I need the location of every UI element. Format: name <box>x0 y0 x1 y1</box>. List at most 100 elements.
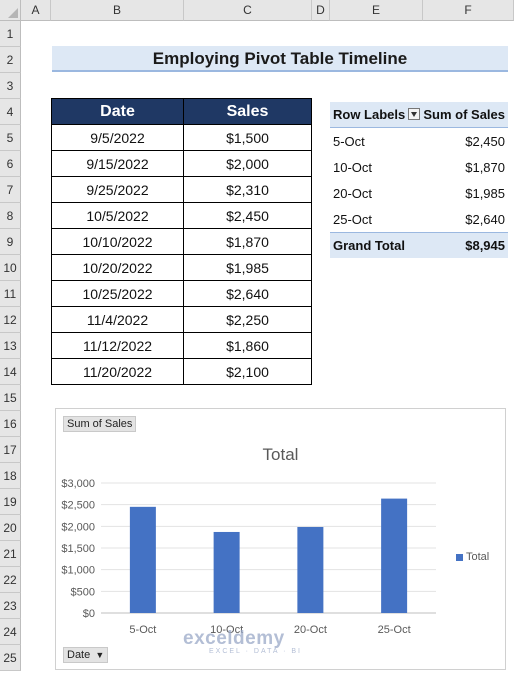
row-header[interactable]: 1 <box>0 21 21 47</box>
y-tick-label: $2,000 <box>61 521 95 533</box>
row-header[interactable]: 4 <box>0 99 21 125</box>
sales-cell[interactable]: $2,000 <box>183 150 312 177</box>
pivot-row[interactable]: 20-Oct $1,985 <box>330 180 508 206</box>
sum-of-sales-field-button[interactable]: Sum of Sales <box>63 416 137 432</box>
date-cell[interactable]: 10/10/2022 <box>51 228 184 255</box>
row-header[interactable]: 17 <box>0 437 21 463</box>
date-field-label: Date <box>67 649 91 661</box>
pivot-row-value: $2,450 <box>465 134 505 149</box>
row-header[interactable]: 19 <box>0 489 21 515</box>
row-header[interactable]: 9 <box>0 229 21 255</box>
pivot-header-row: Row Labels Sum of Sales <box>330 102 508 128</box>
date-cell[interactable]: 11/20/2022 <box>51 358 184 385</box>
row-header[interactable]: 20 <box>0 515 21 541</box>
row-header[interactable]: 21 <box>0 541 21 567</box>
pivot-row-value: $2,640 <box>465 212 505 227</box>
sales-cell[interactable]: $1,860 <box>183 332 312 359</box>
y-tick-label: $1,000 <box>61 565 95 577</box>
bar[interactable] <box>129 506 156 613</box>
legend-label: Total <box>466 551 490 563</box>
row-header[interactable]: 5 <box>0 125 21 151</box>
watermark: exceldemy EXCEL · DATA · BI <box>183 628 302 655</box>
row-header[interactable]: 2 <box>0 47 21 73</box>
y-tick-label: $500 <box>71 586 95 598</box>
header-date[interactable]: Date <box>51 98 184 125</box>
sales-cell[interactable]: $2,100 <box>183 358 312 385</box>
row-header[interactable]: 3 <box>0 73 21 99</box>
chart-legend: Total <box>456 551 489 563</box>
pivot-table[interactable]: Row Labels Sum of Sales 5-Oct $2,450 10-Oc… <box>330 102 508 258</box>
bar[interactable] <box>297 526 324 613</box>
pivot-grand-total-row: Grand Total $8,945 <box>330 232 508 258</box>
row-header[interactable]: 6 <box>0 151 21 177</box>
table-row: 11/20/2022 $2,100 <box>51 358 312 385</box>
bar[interactable] <box>381 498 408 613</box>
column-header[interactable]: A <box>21 0 51 21</box>
select-all-corner[interactable] <box>0 0 21 21</box>
row-header[interactable]: 24 <box>0 619 21 645</box>
x-tick-label: 5-Oct <box>129 624 156 636</box>
pivot-row-label: 10-Oct <box>333 160 373 175</box>
row-header[interactable]: 23 <box>0 593 21 619</box>
date-cell[interactable]: 10/25/2022 <box>51 280 184 307</box>
watermark-tagline: EXCEL · DATA · BI <box>209 648 302 655</box>
pivot-row-label: 25-Oct <box>333 212 373 227</box>
row-header[interactable]: 10 <box>0 255 21 281</box>
pivot-sum-header: Sum of Sales <box>423 107 505 122</box>
sales-cell[interactable]: $2,640 <box>183 280 312 307</box>
row-header[interactable]: 22 <box>0 567 21 593</box>
row-header[interactable]: 25 <box>0 645 21 671</box>
column-header[interactable]: D <box>312 0 330 21</box>
grand-total-value: $8,945 <box>465 238 505 253</box>
date-cell[interactable]: 9/15/2022 <box>51 150 184 177</box>
column-header[interactable]: E <box>330 0 423 21</box>
row-header[interactable]: 18 <box>0 463 21 489</box>
x-tick-label: 25-Oct <box>378 624 411 636</box>
x-tick-label: 20-Oct <box>294 624 327 636</box>
filter-dropdown-icon: ▼ <box>95 650 105 660</box>
header-sales[interactable]: Sales <box>183 98 312 125</box>
bar[interactable] <box>213 531 240 613</box>
sales-cell[interactable]: $2,310 <box>183 176 312 203</box>
pivot-row[interactable]: 10-Oct $1,870 <box>330 154 508 180</box>
sales-cell[interactable]: $1,870 <box>183 228 312 255</box>
date-cell[interactable]: 10/5/2022 <box>51 202 184 229</box>
pivot-row-label: 20-Oct <box>333 186 373 201</box>
row-header[interactable]: 7 <box>0 177 21 203</box>
date-field-button[interactable]: Date ▼ <box>63 647 109 663</box>
sheet-title: Employing Pivot Table Timeline <box>52 46 508 72</box>
column-header[interactable]: B <box>51 0 184 21</box>
column-header[interactable]: F <box>423 0 514 21</box>
table-row: 10/5/2022 $2,450 <box>51 202 312 229</box>
table-row: 9/5/2022 $1,500 <box>51 124 312 151</box>
date-cell[interactable]: 9/25/2022 <box>51 176 184 203</box>
row-header[interactable]: 13 <box>0 333 21 359</box>
sales-cell[interactable]: $2,450 <box>183 202 312 229</box>
date-cell[interactable]: 11/4/2022 <box>51 306 184 333</box>
table-row: 10/25/2022 $2,640 <box>51 280 312 307</box>
column-header[interactable]: C <box>184 0 312 21</box>
row-header[interactable]: 12 <box>0 307 21 333</box>
filter-dropdown-icon[interactable] <box>408 108 420 120</box>
pivot-row-labels-header: Row Labels <box>333 107 406 122</box>
row-header[interactable]: 14 <box>0 359 21 385</box>
pivot-chart[interactable]: Sum of Sales Total $0 $500 $1,000 $1,500 $2,… <box>55 408 506 670</box>
pivot-row[interactable]: 5-Oct $2,450 <box>330 128 508 154</box>
y-tick-label: $2,500 <box>61 500 95 512</box>
pivot-row[interactable]: 25-Oct $2,640 <box>330 206 508 232</box>
sales-cell[interactable]: $1,985 <box>183 254 312 281</box>
sales-cell[interactable]: $2,250 <box>183 306 312 333</box>
row-header[interactable]: 8 <box>0 203 21 229</box>
row-header[interactable]: 16 <box>0 411 21 437</box>
table-row: 11/4/2022 $2,250 <box>51 306 312 333</box>
date-cell[interactable]: 10/20/2022 <box>51 254 184 281</box>
date-cell[interactable]: 9/5/2022 <box>51 124 184 151</box>
chart-plot: $0 $500 $1,000 $1,500 $2,000 $2,500 $3,000 5-Oc… <box>61 478 436 636</box>
row-header[interactable]: 11 <box>0 281 21 307</box>
date-cell[interactable]: 11/12/2022 <box>51 332 184 359</box>
table-row: 10/10/2022 $1,870 <box>51 228 312 255</box>
row-header[interactable]: 15 <box>0 385 21 411</box>
x-tick-label: 10-Oct <box>210 624 243 636</box>
sales-cell[interactable]: $1,500 <box>183 124 312 151</box>
y-tick-label: $1,500 <box>61 543 95 555</box>
